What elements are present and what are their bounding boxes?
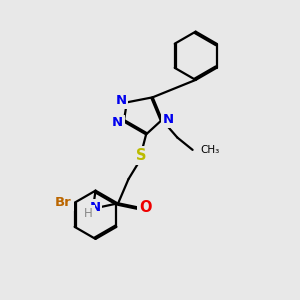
Text: S: S [136, 148, 146, 163]
Text: O: O [139, 200, 152, 215]
Text: CH₃: CH₃ [201, 145, 220, 155]
Text: N: N [90, 201, 101, 214]
Text: N: N [112, 116, 123, 130]
Text: Br: Br [55, 196, 72, 209]
Text: N: N [116, 94, 127, 107]
Text: H: H [84, 206, 93, 220]
Text: N: N [163, 113, 174, 126]
